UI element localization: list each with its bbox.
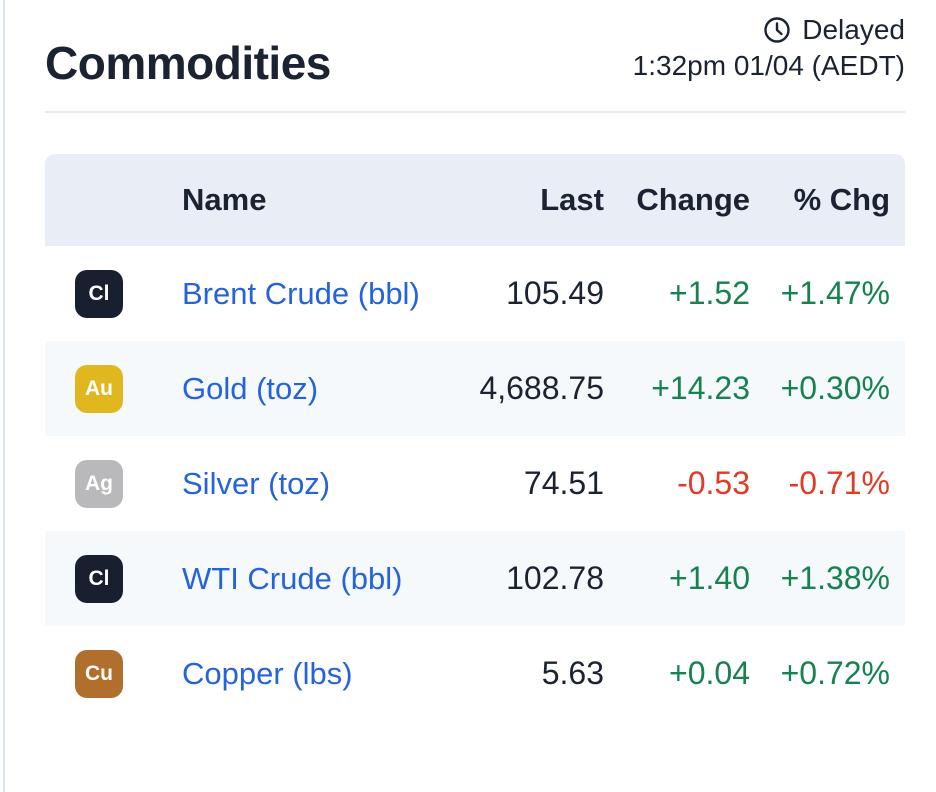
commodity-link[interactable]: Copper (lbs) [182, 656, 353, 691]
commodity-link[interactable]: Gold (toz) [182, 371, 319, 406]
column-header-last: Last [540, 182, 604, 217]
commodity-symbol-badge: Cl [75, 269, 123, 318]
delayed-label: Delayed [802, 14, 905, 45]
change-value: +1.52 [669, 275, 750, 311]
last-value: 102.78 [506, 560, 604, 596]
name-cell: Brent Crude (bbl) [155, 275, 454, 312]
pct-chg-value: -0.71% [788, 465, 890, 501]
pct-chg-value: +1.38% [780, 560, 890, 596]
delayed-status-line: Delayed [633, 12, 905, 48]
last-value: 4,688.75 [479, 370, 604, 406]
symbol-badge-cell: Cl [45, 554, 155, 603]
column-header-pct-chg: % Chg [793, 182, 890, 217]
table-body: Cl Brent Crude (bbl) 105.49 +1.52 +1.47% Au Go… [45, 246, 905, 721]
commodity-link[interactable]: Brent Crude (bbl) [182, 276, 420, 311]
name-cell: Silver (toz) [155, 465, 454, 502]
change-value: +0.04 [669, 655, 750, 691]
timestamp: 1:32pm 01/04 (AEDT) [632, 50, 905, 81]
commodities-widget: Commodities Delayed 1:32pm 01/04 (AEDT) … [45, 0, 905, 721]
symbol-badge-cell: Ag [45, 459, 155, 508]
name-cell: Copper (lbs) [155, 655, 454, 692]
pct-chg-value: +0.72% [780, 655, 890, 691]
pct-chg-value: +1.47% [780, 275, 890, 311]
widget-header: Commodities Delayed 1:32pm 01/04 (AEDT) [45, 0, 905, 113]
last-value: 74.51 [523, 465, 604, 501]
name-cell: Gold (toz) [155, 370, 454, 407]
commodity-link[interactable]: Silver (toz) [182, 466, 331, 501]
table-row: Ag Silver (toz) 74.51 -0.53 -0.71% [45, 436, 905, 531]
table-row: Au Gold (toz) 4,688.75 +14.23 +0.30% [45, 341, 905, 436]
commodity-symbol-badge: Ag [75, 459, 123, 508]
last-value: 105.49 [506, 275, 604, 311]
symbol-badge-cell: Au [45, 364, 155, 413]
left-edge-divider [3, 0, 5, 792]
commodity-symbol-badge: Au [75, 364, 123, 413]
data-status: Delayed 1:32pm 01/04 (AEDT) [633, 12, 905, 84]
change-value: +1.40 [669, 560, 750, 596]
commodity-symbol-badge: Cu [75, 649, 123, 698]
pct-chg-value: +0.30% [780, 370, 890, 406]
change-value: -0.53 [677, 465, 750, 501]
column-header-change: Change [636, 182, 750, 217]
change-value: +14.23 [651, 370, 750, 406]
last-value: 5.63 [541, 655, 604, 691]
symbol-badge-cell: Cu [45, 649, 155, 698]
table-row: Cu Copper (lbs) 5.63 +0.04 +0.72% [45, 626, 905, 721]
name-cell: WTI Crude (bbl) [155, 560, 454, 597]
column-header-name: Name [182, 182, 267, 217]
commodity-link[interactable]: WTI Crude (bbl) [182, 561, 403, 596]
table-row: Cl WTI Crude (bbl) 102.78 +1.40 +1.38% [45, 531, 905, 626]
symbol-badge-cell: Cl [45, 269, 155, 318]
commodity-symbol-badge: Cl [75, 554, 123, 603]
page-title: Commodities [45, 37, 331, 89]
commodities-table: Name Last Change % Chg Cl Brent Crude (bb… [45, 154, 905, 721]
table-row: Cl Brent Crude (bbl) 105.49 +1.52 +1.47% [45, 246, 905, 341]
clock-icon [762, 15, 792, 45]
table-header-row: Name Last Change % Chg [45, 154, 905, 246]
